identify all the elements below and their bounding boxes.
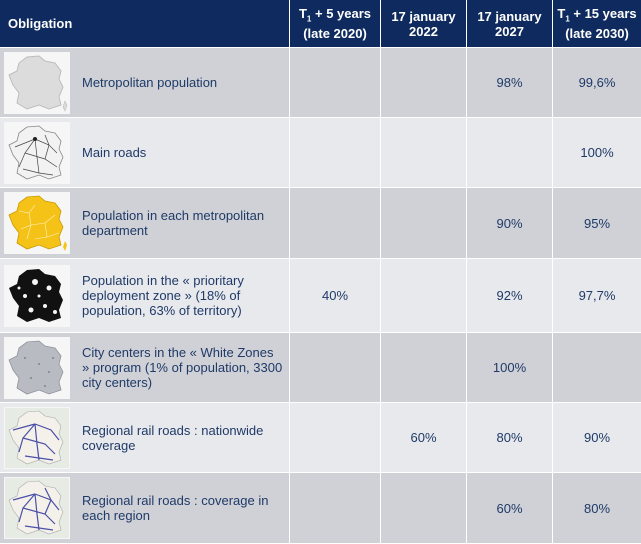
header-t1-15-t: T: [557, 5, 566, 21]
cell-value: [381, 259, 467, 333]
table-row: Population in the « prioritary deploymen…: [0, 259, 641, 333]
header-obligation: Obligation: [0, 0, 290, 48]
cell-value: [467, 118, 553, 188]
table-row: Population in each metropolitan departme…: [0, 188, 641, 259]
cell-value: [290, 333, 381, 403]
header-t1-5-t: T: [298, 5, 307, 21]
header-2022: 17 january 2022: [381, 0, 467, 48]
cell-value: [381, 333, 467, 403]
cell-value: [381, 188, 467, 259]
cell-value: 60%: [381, 403, 467, 473]
table-row: City centers in the « White Zones » prog…: [0, 333, 641, 403]
cell-value: 80%: [553, 473, 641, 544]
row-label: Regional rail roads : nationwide coverag…: [82, 422, 264, 453]
header-t1-5-rest: + 5 years: [311, 5, 372, 21]
header-t1-5-line2: (late 2020): [303, 26, 367, 42]
header-t1-5-sub: 1: [306, 14, 312, 24]
header-2027: 17 january 2027: [467, 0, 553, 48]
cell-value: 60%: [467, 473, 553, 544]
france-white-zones-map-icon: [4, 336, 70, 399]
cell-value: 98%: [467, 48, 553, 118]
table-row: Metropolitan population 98% 99,6%: [0, 48, 641, 118]
cell-value: 100%: [467, 333, 553, 403]
table-row: Main roads 100%: [0, 118, 641, 188]
cell-value: 99,6%: [553, 48, 641, 118]
cell-value: 90%: [467, 188, 553, 259]
cell-value: 95%: [553, 188, 641, 259]
header-t1-plus-15: T1 + 15 years (late 2030): [553, 0, 641, 48]
cell-value: [381, 118, 467, 188]
cell-value: 100%: [553, 118, 641, 188]
row-label: Metropolitan population: [82, 75, 218, 90]
table-row: Regional rail roads : nationwide coverag…: [0, 403, 641, 473]
cell-value: [381, 473, 467, 544]
cell-value: 92%: [467, 259, 553, 333]
header-t1-15-sub: 1: [565, 14, 570, 24]
cell-value: 97,7%: [553, 259, 641, 333]
france-roads-map-icon: [4, 121, 70, 184]
cell-value: 40%: [290, 259, 381, 333]
france-map-blank-icon: [4, 51, 70, 114]
header-row: Obligation T1 + 5 years (late 2020) 17 j…: [0, 0, 641, 48]
france-departments-map-icon: [4, 192, 70, 254]
france-rail-map-icon: [4, 406, 70, 469]
row-label: Population in each metropolitan departme…: [82, 208, 265, 238]
cell-value: [381, 48, 467, 118]
header-t1-15-line2: (late 2030): [565, 26, 629, 42]
header-t1-15-rest: + 15 years: [569, 5, 637, 21]
cell-value: [290, 48, 381, 118]
row-label: Regional rail roads : coverage in each r…: [82, 493, 269, 523]
france-priority-zone-map-icon: [4, 264, 70, 327]
france-rail-region-map-icon: [4, 477, 70, 539]
cell-value: [290, 473, 381, 544]
cell-value: [290, 403, 381, 473]
row-label: Main roads: [82, 145, 147, 160]
table-row: Regional rail roads : coverage in each r…: [0, 473, 641, 544]
cell-value: [290, 118, 381, 188]
cell-value: [553, 333, 641, 403]
row-label: City centers in the « White Zones » prog…: [82, 345, 283, 390]
cell-value: 80%: [467, 403, 553, 473]
row-label: Population in the « prioritary deploymen…: [82, 273, 244, 318]
cell-value: 90%: [553, 403, 641, 473]
header-t1-plus-5: T1 + 5 years (late 2020): [290, 0, 381, 48]
cell-value: [290, 188, 381, 259]
